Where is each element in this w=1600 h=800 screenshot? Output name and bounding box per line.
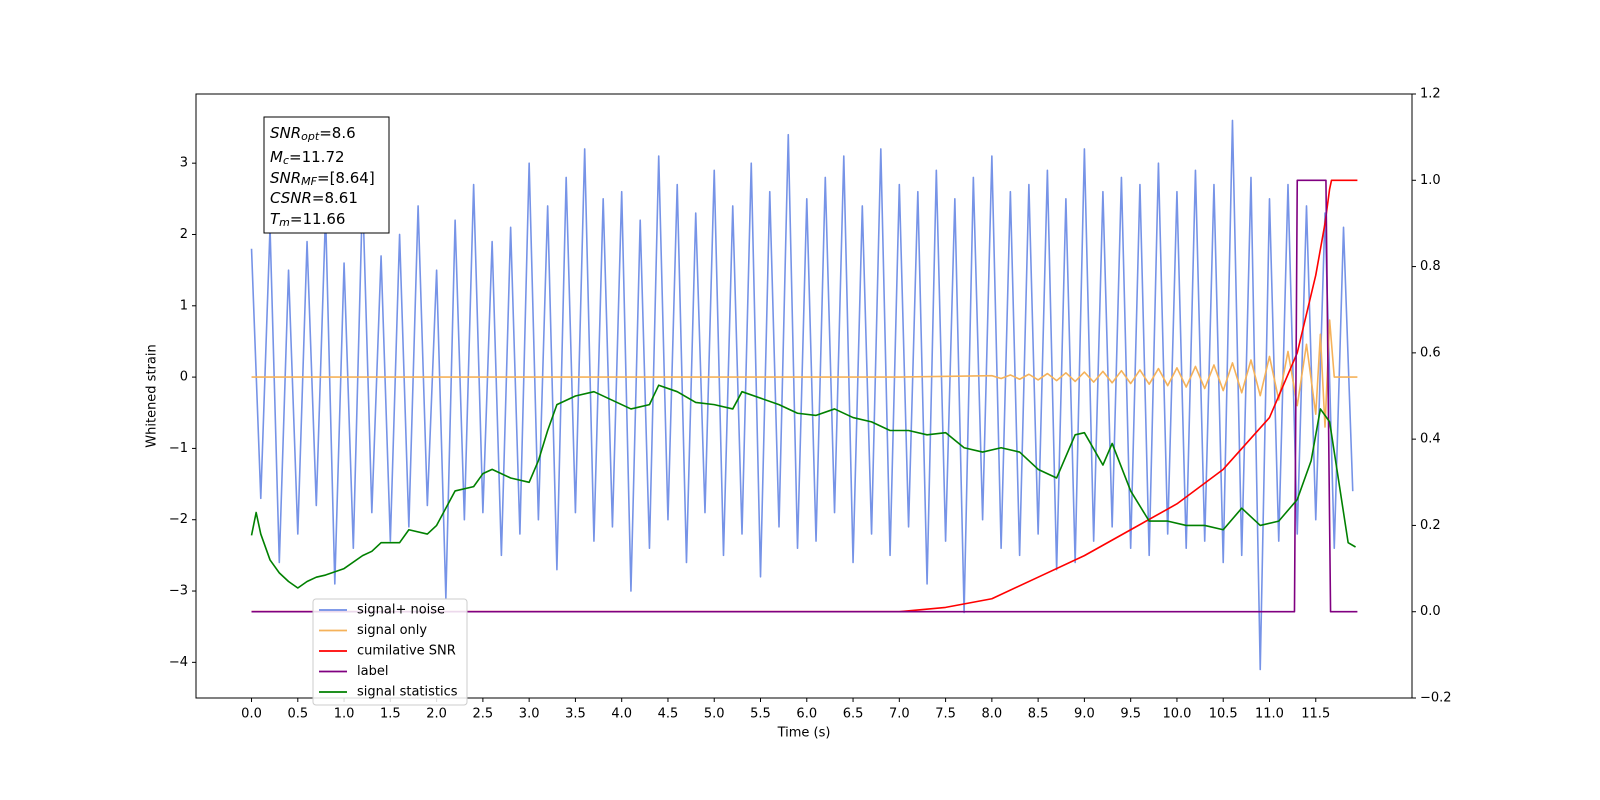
x-tick-label: 5.5 [750, 707, 771, 722]
y-tick-label: −2 [169, 512, 188, 527]
x-axis-label: Time (s) [777, 726, 831, 741]
annotation-name: CSNR [270, 189, 312, 207]
legend-label: label [357, 664, 388, 679]
y-tick-label: 1 [180, 298, 188, 313]
annotation: Mc=11.72 [270, 148, 345, 168]
x-tick-label: 3.0 [519, 707, 540, 722]
y2-tick-label: 1.2 [1420, 87, 1441, 102]
y2-tick-label: 0.6 [1420, 345, 1441, 360]
y-tick-label: 0 [180, 370, 188, 385]
annotation-value: =8.61 [312, 189, 358, 207]
y2-tick-label: 0.8 [1420, 259, 1441, 274]
annotation: SNRopt=8.6 [270, 124, 356, 144]
x-tick-label: 11.0 [1255, 707, 1284, 722]
x-tick-label: 6.5 [843, 707, 864, 722]
x-tick-label: 9.5 [1120, 707, 1141, 722]
x-tick-label: 2.0 [426, 707, 447, 722]
y-tick-label: −4 [169, 655, 188, 670]
annotation-name: SNR [270, 169, 301, 187]
x-tick-label: 8.5 [1028, 707, 1049, 722]
legend-label: signal statistics [357, 685, 458, 700]
x-tick-label: 7.0 [889, 707, 910, 722]
x-tick-label: 7.5 [935, 707, 956, 722]
y2-tick-label: 0.4 [1420, 432, 1441, 447]
x-tick-label: 5.0 [704, 707, 725, 722]
x-tick-label: 8.0 [982, 707, 1003, 722]
series-line [251, 179, 1358, 613]
x-tick-label: 0.5 [287, 707, 308, 722]
annotation-subscript: opt [301, 130, 320, 143]
annotation-value: =11.72 [289, 148, 345, 166]
annotation-subscript: m [279, 216, 290, 229]
x-tick-label: 9.0 [1074, 707, 1095, 722]
x-tick-label: 11.5 [1301, 707, 1330, 722]
y-axis-label: Whitened strain [145, 344, 160, 447]
x-tick-label: 4.0 [611, 707, 632, 722]
x-tick-label: 10.0 [1162, 707, 1191, 722]
y2-tick-label: 0.0 [1420, 604, 1441, 619]
x-tick-label: 10.5 [1209, 707, 1238, 722]
annotation-value: =[8.64] [317, 169, 375, 187]
x-tick-label: 4.5 [658, 707, 679, 722]
x-tick-label: 1.0 [334, 707, 355, 722]
annotation: SNRMF=[8.64] [270, 169, 375, 189]
legend-box [312, 598, 468, 706]
series-line [251, 179, 1358, 613]
annotation-subscript: c [283, 154, 289, 167]
x-tick-label: 0.0 [241, 707, 262, 722]
series-line [250, 384, 1356, 589]
legend-label: cumilative SNR [357, 644, 456, 659]
x-tick-label: 6.0 [796, 707, 817, 722]
annotation-name: SNR [270, 124, 301, 142]
legend-label: signal only [357, 623, 427, 638]
y-tick-label: −3 [169, 584, 188, 599]
plot-frame [195, 93, 1413, 699]
annotation: CSNR=8.61 [270, 189, 358, 207]
x-tick-label: 1.5 [380, 707, 401, 722]
y2-tick-label: 1.0 [1420, 173, 1441, 188]
annotation: Tm=11.66 [270, 210, 345, 230]
y-tick-label: 2 [180, 227, 188, 242]
annotation-name: M [270, 148, 283, 166]
y2-tick-label: −0.2 [1420, 691, 1452, 706]
annotation-value: =11.66 [290, 210, 346, 228]
annotation-box [263, 116, 390, 234]
y2-tick-label: 0.2 [1420, 518, 1441, 533]
legend-label: signal+ noise [357, 603, 445, 618]
y-tick-label: −1 [169, 441, 188, 456]
series-line [251, 319, 1358, 428]
x-tick-label: 3.5 [565, 707, 586, 722]
x-tick-label: 2.5 [473, 707, 494, 722]
series-line [250, 119, 1354, 671]
y-tick-label: 3 [180, 156, 188, 171]
annotation-value: =8.6 [319, 124, 355, 142]
annotation-name: T [270, 210, 281, 228]
annotation-subscript: MF [301, 175, 317, 188]
